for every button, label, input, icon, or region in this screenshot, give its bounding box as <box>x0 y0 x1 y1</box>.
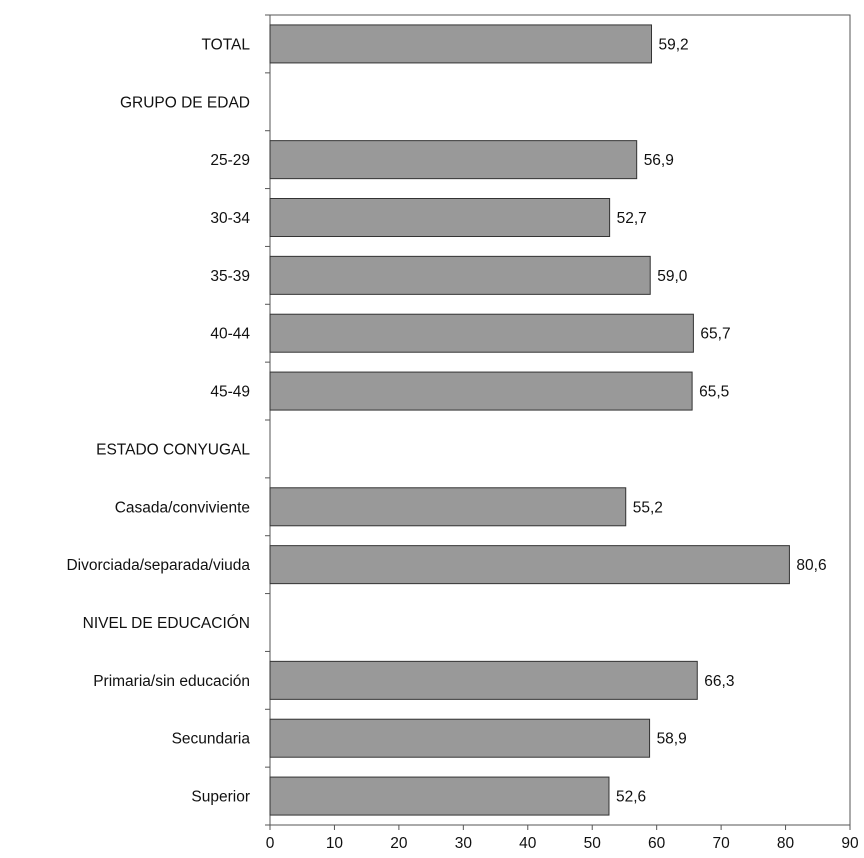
value-label: 52,7 <box>617 210 647 227</box>
value-label: 80,6 <box>796 557 826 574</box>
value-label: 65,7 <box>700 326 730 343</box>
x-tick-label: 60 <box>648 835 666 852</box>
x-tick-label: 0 <box>266 835 275 852</box>
bar <box>269 718 651 758</box>
x-tick-label: 10 <box>326 835 344 852</box>
value-labels: 59,2 56,9 52,7 59,0 65,7 65,5 55,2 80,6 66,3 58,9… <box>616 36 827 805</box>
bar <box>269 487 627 527</box>
category-label: 25-29 <box>210 152 250 169</box>
bars-group <box>269 24 790 816</box>
category-label: 40-44 <box>210 326 250 343</box>
value-label: 65,5 <box>699 384 729 401</box>
value-label: 55,2 <box>633 499 663 516</box>
category-label: 30-34 <box>210 210 250 227</box>
category-label: GRUPO DE EDAD <box>120 94 250 111</box>
bar <box>269 545 790 585</box>
bar <box>269 660 698 700</box>
x-axis-ticks <box>269 825 851 830</box>
value-label: 59,2 <box>659 36 689 53</box>
y-axis-ticks <box>265 14 270 826</box>
x-tick-label: 80 <box>777 835 795 852</box>
category-label: NIVEL DE EDUCACIÓN <box>83 615 250 632</box>
category-labels: TOTAL GRUPO DE EDAD 25-29 30-34 35-39 40-44 45… <box>66 36 250 805</box>
category-label: TOTAL <box>201 36 250 53</box>
x-tick-label: 30 <box>455 835 473 852</box>
x-tick-label: 40 <box>519 835 537 852</box>
category-label: Casada/conviviente <box>115 499 250 516</box>
x-tick-label: 90 <box>841 835 859 852</box>
x-tick-label: 70 <box>712 835 730 852</box>
plot-area-frame <box>269 14 851 826</box>
category-label: Divorciada/separada/viuda <box>66 557 250 574</box>
bar <box>269 313 694 353</box>
category-label: Superior <box>191 789 250 806</box>
category-label: ESTADO CONYUGAL <box>96 441 250 458</box>
category-label: 35-39 <box>210 268 250 285</box>
x-tick-label: 50 <box>584 835 602 852</box>
x-tick-labels: 0 10 20 30 40 50 60 70 80 90 <box>266 835 859 852</box>
category-label: Secundaria <box>172 731 251 748</box>
bar <box>269 24 653 64</box>
value-label: 58,9 <box>657 731 687 748</box>
category-label: 45-49 <box>210 384 250 401</box>
bar <box>269 371 693 411</box>
bar <box>269 776 610 816</box>
x-tick-label: 20 <box>390 835 408 852</box>
bar <box>269 140 638 180</box>
bar <box>269 255 651 295</box>
value-label: 56,9 <box>644 152 674 169</box>
value-label: 66,3 <box>704 673 734 690</box>
category-label: Primaria/sin educación <box>93 673 250 690</box>
bar <box>269 198 611 237</box>
value-label: 52,6 <box>616 789 646 806</box>
value-label: 59,0 <box>657 268 688 285</box>
